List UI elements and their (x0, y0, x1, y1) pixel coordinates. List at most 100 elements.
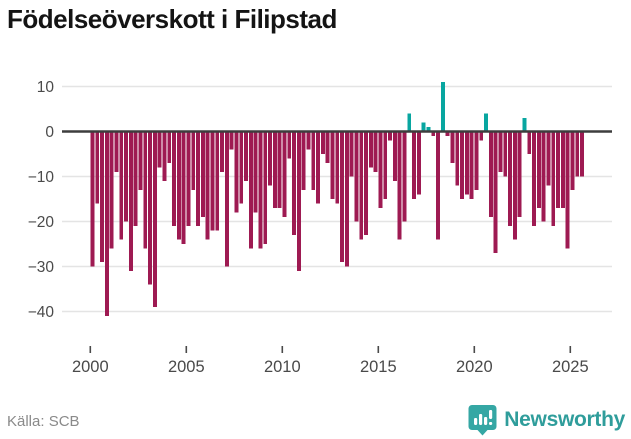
chart-bar (560, 131, 565, 208)
chart-bar (546, 131, 551, 186)
y-axis-label: −40 (28, 304, 55, 321)
y-axis-label: −10 (28, 169, 55, 186)
x-axis-label: 2020 (456, 358, 493, 376)
source-credit: Källa: SCB (7, 413, 80, 430)
chart-bar (316, 131, 320, 204)
chart-bar (421, 122, 426, 132)
y-axis-label: −20 (28, 214, 55, 231)
chart-bar (296, 131, 301, 271)
chart-bar (114, 131, 119, 172)
chart-bar (354, 131, 359, 222)
chart-bar (570, 131, 575, 190)
chart-bar (407, 113, 412, 132)
chart-bar (133, 131, 138, 226)
chart-bar (556, 131, 560, 208)
chart-bar (234, 131, 239, 213)
chart-bar (445, 131, 450, 136)
chart-bar (95, 131, 100, 204)
x-axis-label: 2000 (72, 358, 109, 376)
chart-bar (551, 131, 556, 226)
chart-bar (479, 131, 484, 141)
chart-bar (176, 131, 181, 240)
chart-bar (474, 131, 479, 190)
chart-bar (239, 131, 244, 204)
chart-bar (493, 131, 498, 253)
chart-bar (450, 131, 455, 163)
chart-bar (287, 131, 292, 159)
chart-bar (124, 131, 128, 222)
chart-bar (196, 131, 200, 226)
chart-bar (368, 131, 373, 168)
chart-bar (402, 131, 407, 222)
chart-bar (119, 131, 124, 240)
chart-bar (488, 131, 493, 217)
chart-bar (517, 131, 522, 217)
chart-bar (301, 131, 306, 190)
chart-bar (272, 131, 277, 208)
y-axis-label: 10 (37, 79, 55, 96)
chart-bar (325, 131, 330, 163)
chart-bar (440, 82, 445, 132)
newsworthy-badge-icon (468, 405, 497, 436)
y-axis-label: 0 (45, 124, 54, 141)
chart-bar (484, 113, 488, 132)
chart-bar (469, 131, 474, 199)
chart-bar (128, 131, 133, 271)
chart-bar (344, 131, 349, 267)
chart-bar (152, 131, 157, 307)
x-axis-label: 2005 (168, 358, 205, 376)
chart-bar (148, 131, 152, 285)
chart-bar (532, 131, 536, 226)
chart-bar (205, 131, 210, 240)
chart-bar (426, 127, 431, 132)
chart-bar (157, 131, 162, 168)
chart-bar (224, 131, 229, 267)
chart-bar (320, 131, 325, 154)
birth-surplus-bar-chart: 10 0 −10 −20 −30 −40 2000 2005 2010 2015 2020 2025 (28, 79, 612, 376)
chart-bar (253, 131, 258, 213)
chart-bar (109, 131, 114, 249)
chart-bar (330, 131, 335, 199)
x-axis-label: 2015 (360, 358, 397, 376)
chart-bar (340, 131, 344, 262)
chart-bar (378, 131, 383, 208)
chart-bar (522, 118, 527, 132)
chart-bar (306, 131, 311, 150)
chart-bar (263, 131, 268, 244)
chart-bar (397, 131, 402, 240)
chart-bar (282, 131, 287, 217)
chart-bar (268, 131, 272, 186)
chart-bar (508, 131, 512, 226)
newsworthy-logo[interactable]: Newsworthy (468, 404, 625, 436)
chart-bar (503, 131, 508, 177)
y-axis-label: −30 (28, 259, 55, 276)
chart-bar (335, 131, 340, 204)
chart-bar (436, 131, 440, 240)
chart-bar (167, 131, 172, 163)
chart-bar (431, 131, 436, 136)
x-axis-label: 2010 (264, 358, 301, 376)
x-axis-label: 2025 (552, 358, 589, 376)
chart-bar (388, 131, 392, 141)
chart-bar (210, 131, 215, 231)
chart-bar (512, 131, 517, 240)
chart-bar (186, 131, 191, 226)
chart-bar (191, 131, 196, 190)
chart-bar (464, 131, 469, 195)
chart-bar (90, 131, 95, 267)
chart-bar (565, 131, 570, 249)
chart-bar (455, 131, 460, 186)
chart-bar (292, 131, 296, 235)
chart-bar (498, 131, 503, 172)
chart-bar (104, 131, 109, 316)
chart-bar (527, 131, 532, 154)
chart-bar (416, 131, 421, 195)
chart-bar (392, 131, 397, 181)
chart-bar (311, 131, 316, 190)
chart-bar (258, 131, 263, 249)
newsworthy-wordmark: Newsworthy (504, 408, 625, 431)
chart-bar (220, 131, 224, 172)
chart-bar (248, 131, 253, 249)
chart-bar (200, 131, 205, 217)
chart-bar (244, 131, 248, 181)
